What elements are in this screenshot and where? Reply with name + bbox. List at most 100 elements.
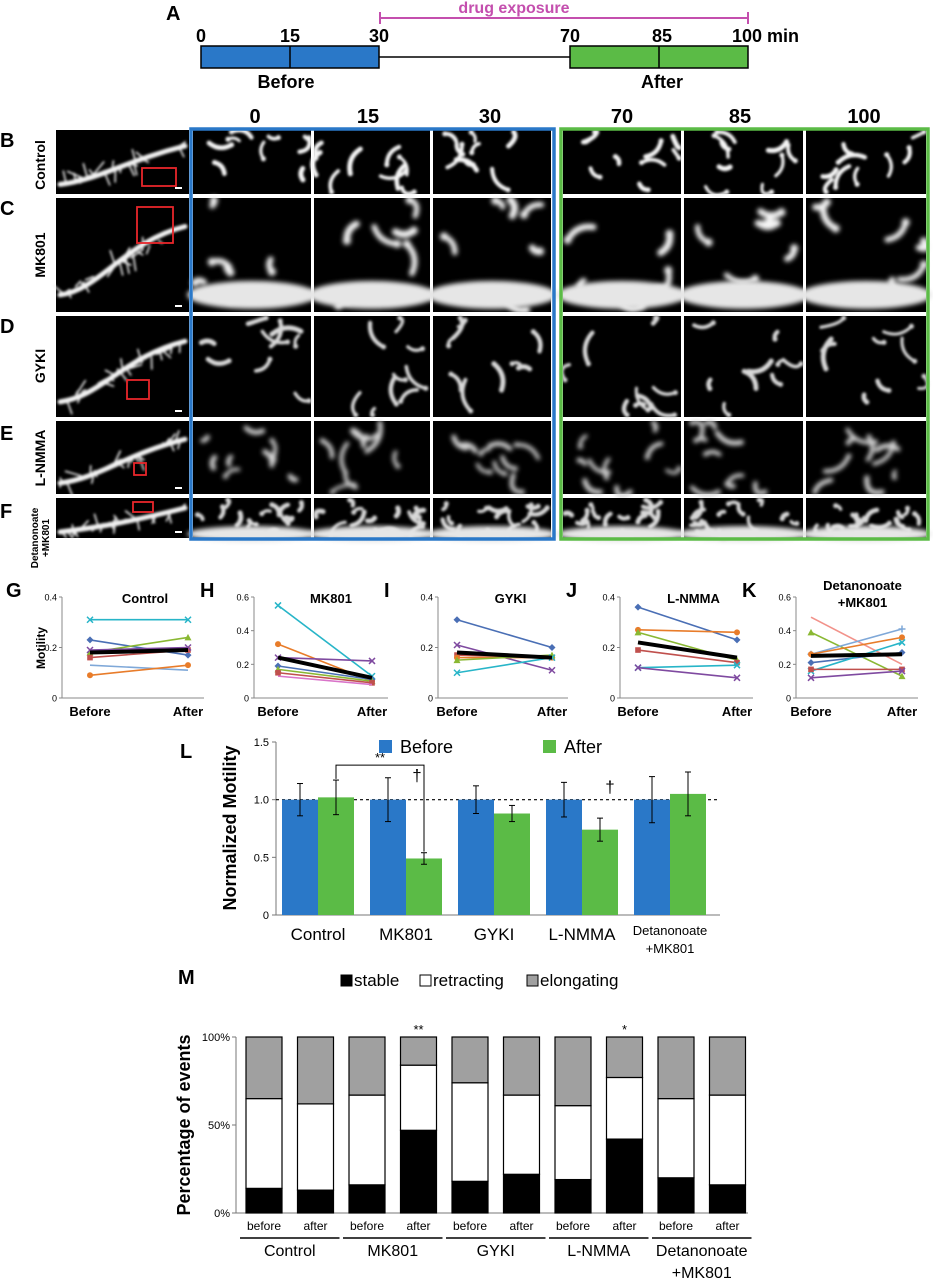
x-label-before: Before <box>257 704 298 719</box>
spine-head <box>513 466 518 471</box>
spine-head <box>677 156 682 161</box>
spine-head <box>520 211 528 219</box>
spine-head <box>330 490 335 495</box>
group-label: Control <box>264 1243 316 1260</box>
series-line <box>278 605 372 676</box>
point-marker <box>87 672 93 678</box>
micrograph-cell <box>800 498 932 542</box>
bar-label: before <box>453 1219 487 1233</box>
spine-head <box>454 157 459 162</box>
bar-before <box>458 800 494 915</box>
overview-background <box>56 421 189 494</box>
point-marker <box>185 662 191 668</box>
spine-head <box>585 508 590 513</box>
timeline-panel: A drug exposure 0 15 30 70 85 100 min Be… <box>166 0 799 92</box>
spine-head <box>262 449 267 454</box>
spine-head <box>823 366 828 371</box>
y-tick-label: 0.4 <box>420 593 433 603</box>
time-header-30: 30 <box>479 106 501 128</box>
spine-head <box>769 190 774 195</box>
time-header-0: 0 <box>249 106 260 128</box>
spine-head <box>824 190 829 195</box>
panel-letter-e: E <box>0 423 13 445</box>
plot-title: Control <box>122 591 168 606</box>
stacked-segment-elongating <box>710 1037 746 1095</box>
point-marker <box>275 641 281 647</box>
spine-head <box>226 462 231 467</box>
spine-head <box>395 464 400 469</box>
spine-head <box>773 219 781 227</box>
y-tick-label: 0.4 <box>236 626 249 636</box>
plot-title: MK801 <box>310 591 352 606</box>
spine-head <box>922 374 927 379</box>
spine-head <box>832 225 840 233</box>
time-header-85: 85 <box>729 106 751 128</box>
spine-head <box>531 520 536 525</box>
point-marker <box>275 602 281 608</box>
spine-head <box>277 512 282 517</box>
timeline-tick-30: 30 <box>369 26 389 46</box>
spine-head <box>503 471 508 476</box>
micrograph-cell <box>684 421 803 495</box>
spine-head <box>892 475 897 480</box>
y-tick-label: 0 <box>52 694 57 704</box>
panel-letter-g: G <box>6 580 22 602</box>
bar-after <box>494 814 530 915</box>
spine-head <box>625 413 630 418</box>
category-label: Detanonoate+MK801 <box>633 923 707 956</box>
spine-head <box>225 498 230 503</box>
bar-label: after <box>509 1219 533 1233</box>
spine <box>120 166 121 173</box>
panel-letter-k: K <box>742 580 757 602</box>
cell-background <box>433 130 551 194</box>
stacked-segment-retracting <box>349 1095 385 1185</box>
stacked-segment-stable <box>298 1190 334 1213</box>
spine-head <box>596 515 601 520</box>
legend-swatch-stable <box>341 975 352 986</box>
spine-head <box>702 520 707 525</box>
y-tick-label: 100% <box>202 1032 230 1044</box>
spine-head <box>458 316 463 321</box>
stacked-segment-stable <box>658 1178 694 1213</box>
bar-label: before <box>556 1219 590 1233</box>
spine-head <box>348 171 353 176</box>
panel-letter-d: D <box>0 316 14 338</box>
y-axis-title: Normalized Motility <box>220 745 240 910</box>
row-label-lnmma: L-NMMA <box>32 430 48 487</box>
spine-head <box>855 182 860 187</box>
point-marker <box>635 604 642 611</box>
spine-head <box>833 503 838 508</box>
spine-head <box>268 268 276 276</box>
spine-head <box>779 153 784 158</box>
spine-head <box>773 337 778 342</box>
stacked-segment-retracting <box>401 1065 437 1130</box>
overview-image <box>56 421 189 495</box>
category-label: L-NMMA <box>548 925 616 944</box>
spine-head <box>226 268 234 276</box>
stacked-segment-stable <box>555 1180 591 1213</box>
stacked-segment-retracting <box>246 1099 282 1189</box>
spine-head <box>689 421 694 426</box>
spine-head <box>372 516 377 521</box>
panel-letter-a: A <box>166 3 180 25</box>
group-label: L-NMMA <box>567 1243 630 1260</box>
spine-head <box>205 435 210 440</box>
stacked-segment-retracting <box>710 1095 746 1185</box>
spine-head <box>536 247 544 255</box>
spine-head <box>449 521 454 526</box>
spine-head <box>909 324 914 329</box>
spine-head <box>790 244 798 252</box>
point-marker <box>808 629 815 636</box>
spine-head <box>793 158 798 163</box>
mean-line <box>638 642 737 657</box>
micrograph-cell <box>433 316 551 418</box>
spine-head <box>314 173 319 178</box>
spine-head <box>726 413 731 418</box>
spine-head <box>374 433 379 438</box>
spine-head <box>846 454 851 459</box>
y-tick-label: 0.4 <box>602 593 615 603</box>
plot-title-line: Detanonoate <box>823 578 902 593</box>
legend-swatch-retracting <box>420 975 431 986</box>
group-label: Detanonoate+MK801 <box>656 1243 748 1280</box>
spine-head <box>578 444 583 449</box>
